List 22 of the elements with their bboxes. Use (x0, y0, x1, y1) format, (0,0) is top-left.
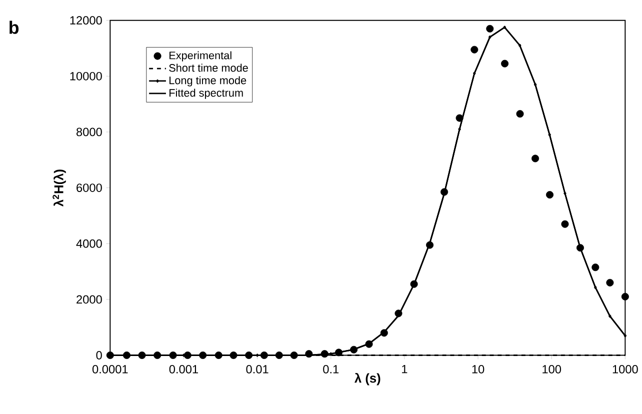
x-tick-label: 0.001 (169, 365, 198, 374)
x-tick-label: 10 (472, 365, 484, 374)
y-tick-label: 8000 (76, 128, 102, 136)
y-tick-label: 12000 (70, 16, 102, 25)
x-tick-label: 100 (542, 365, 562, 374)
y-tick-label: 6000 (76, 184, 102, 192)
legend-label: Fitted spectrum (170, 88, 243, 99)
y-tick-label: 4000 (76, 240, 102, 248)
legend-label: Short time mode (169, 64, 248, 72)
y-axis-title: λ$^{2}$H(λ) (52, 170, 66, 207)
y-tick-label: 2000 (76, 295, 102, 304)
legend-label: Long time mode (170, 76, 246, 86)
x-axis-title: λ (s) (354, 373, 380, 386)
x-tick-label: 1000 (612, 365, 638, 374)
x-tick-label: 1 (402, 365, 408, 374)
text: b (10, 20, 19, 34)
legend-label: Experimental (170, 51, 232, 62)
x-tick-label: 0.01 (246, 365, 268, 374)
x-tick-label: 0.0001 (92, 365, 128, 374)
y-tick-label: 0 (96, 351, 102, 360)
x-tick-label: 0.1 (323, 365, 339, 374)
y-tick-label: 10000 (70, 72, 102, 80)
